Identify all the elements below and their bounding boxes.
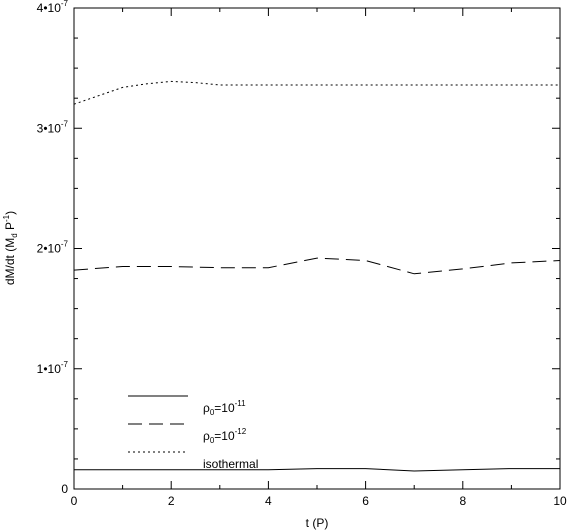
x-tick-label: 8 [459, 494, 466, 508]
axis-tick-labels: 0 2 4 6 8 10 0 1•10-7 2•10-7 3•10-7 4•10-7 [37, 0, 567, 508]
axis-ticks [73, 7, 561, 490]
x-tick-label: 6 [362, 494, 369, 508]
y-axis-title-tail: P [3, 222, 17, 233]
series-line-1 [73, 257, 561, 275]
x-tick-label: 0 [71, 494, 78, 508]
x-tick-label: 2 [168, 494, 175, 508]
series-line-0 [74, 468, 560, 472]
y-tick-label: 0 [61, 482, 68, 496]
legend-label-2: isothermal [203, 457, 258, 471]
y-axis-title-group: dM/dt (Md P-1) [2, 211, 19, 285]
y-axis-title-end: ) [3, 211, 17, 215]
y-tick-label: 1•10-7 [37, 360, 69, 376]
y-axis-title-sub: d [10, 233, 19, 237]
y-tick-label: 3•10-7 [37, 119, 69, 135]
legend: ρ0=10-11 ρ0=10-12 isothermal [128, 395, 258, 471]
y-tick-label: 2•10-7 [37, 240, 69, 256]
series-lines [73, 80, 561, 472]
y-axis-title-main: dM/dt (M [3, 238, 17, 285]
plot-frame [73, 7, 561, 490]
x-tick-label: 10 [553, 494, 567, 508]
legend-label-0: ρ0=10-11 [203, 399, 246, 417]
y-axis-title: dM/dt (Md P-1) [2, 211, 19, 285]
x-tick-label: 4 [265, 494, 272, 508]
y-axis-title-sup: -1 [2, 214, 11, 222]
series-line-2 [73, 80, 560, 105]
x-axis-title: t (P) [306, 516, 329, 530]
y-tick-label: 4•10-7 [37, 0, 69, 15]
legend-label-1: ρ0=10-12 [203, 427, 247, 445]
